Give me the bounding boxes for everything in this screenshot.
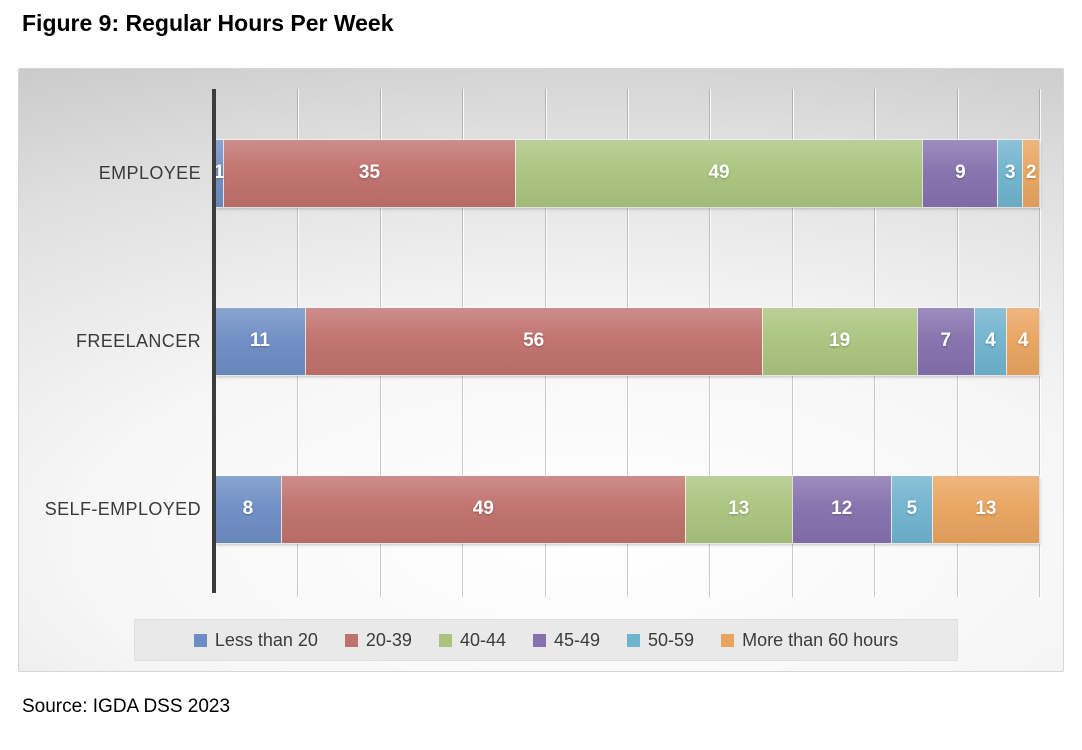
bar-segment: 35	[223, 139, 515, 207]
stacked-bar-freelancer: 11 56 19 7 4 4	[215, 307, 1039, 375]
legend-item: More than 60 hours	[721, 630, 898, 651]
segment-value-label: 56	[523, 330, 545, 351]
legend-swatch-icon	[438, 633, 452, 647]
category-label: FREELANCER	[75, 330, 201, 351]
legend-item: 40-44	[438, 629, 506, 651]
bar-segment: 4	[973, 307, 1007, 375]
figure-title: Figure 9: Regular Hours Per Week	[22, 10, 394, 36]
chart-panel: EMPLOYEE 1 35 49 9 3 2 FREELANCER 11 56 19 7 4 4 SELF-…	[18, 68, 1064, 672]
legend-label: 45-49	[553, 629, 601, 650]
source-note: Source: IGDA DSS 2023	[22, 696, 231, 717]
legend-label: More than 60 hours	[742, 629, 899, 650]
gridline	[1039, 89, 1040, 597]
bar-row: EMPLOYEE 1 35 49 9 3 2	[99, 89, 1039, 257]
stacked-bar-self-employed: 8 49 13 12 5 13	[215, 475, 1040, 543]
bar-row: FREELANCER 11 56 19 7 4 4	[76, 257, 1039, 425]
segment-value-label: 5	[906, 498, 918, 519]
bar-row: SELF-EMPLOYED 8 49 13 12 5 13	[45, 425, 1040, 593]
category-label: SELF-EMPLOYED	[44, 498, 201, 519]
legend-swatch-icon	[627, 633, 641, 647]
bar-segment: 11	[215, 307, 305, 375]
segment-value-label: 9	[955, 162, 966, 183]
segment-value-label: 35	[358, 162, 381, 183]
legend-item: 45-49	[532, 629, 601, 651]
segment-value-label: 4	[1017, 330, 1029, 351]
segment-value-label: 11	[249, 330, 270, 351]
bar-segment: 5	[890, 475, 933, 543]
bar-segment: 3	[997, 139, 1023, 207]
bar-segment: 9	[922, 139, 998, 207]
bar-segment: 7	[916, 307, 974, 375]
bar-segment: 1	[213, 139, 225, 207]
segment-value-label: 3	[1005, 162, 1016, 183]
bar-segment: 13	[684, 475, 792, 543]
segment-value-label: 13	[728, 498, 750, 519]
legend-label: 50-59	[648, 629, 695, 650]
legend-label: 20-39	[365, 629, 412, 650]
legend-swatch-icon	[193, 633, 207, 647]
segment-value-label: 13	[975, 498, 997, 519]
bar-segment: 2	[1022, 139, 1039, 207]
segment-value-label: 12	[831, 498, 853, 519]
bar-segment: 56	[304, 307, 762, 375]
bar-segment: 12	[791, 475, 891, 543]
stacked-bar-employee: 1 35 49 9 3 2	[213, 139, 1039, 207]
bar-segment: 49	[514, 139, 923, 207]
bar-segment: 19	[761, 307, 917, 375]
legend-item: 20-39	[344, 629, 412, 651]
bar-segment: 49	[280, 475, 685, 543]
bar-segment: 13	[931, 475, 1040, 543]
plot-area: EMPLOYEE 1 35 49 9 3 2 FREELANCER 11 56 19 7 4 4 SELF-…	[45, 89, 1040, 597]
segment-value-label: 49	[708, 162, 730, 183]
segment-value-label: 49	[472, 498, 494, 519]
legend-label: 40-44	[459, 629, 506, 650]
legend-swatch-icon	[532, 633, 546, 647]
legend-swatch-icon	[721, 633, 735, 647]
segment-value-label: 7	[940, 330, 951, 351]
legend-swatch-icon	[344, 633, 358, 647]
segment-value-label: 8	[242, 498, 254, 519]
legend-item: Less than 20	[193, 629, 318, 651]
category-label: EMPLOYEE	[98, 162, 201, 183]
segment-value-label: 2	[1025, 162, 1037, 183]
segment-value-label: 1	[213, 162, 225, 183]
legend-label: Less than 20	[214, 629, 318, 650]
segment-value-label: 4	[985, 330, 996, 351]
legend: Less than 20 20-39 40-44 45-49 50-59 More tha…	[134, 619, 958, 661]
segment-value-label: 19	[829, 330, 851, 351]
bar-segment: 8	[215, 475, 281, 543]
bar-segment: 4	[1006, 307, 1039, 375]
legend-item: 50-59	[627, 630, 694, 651]
